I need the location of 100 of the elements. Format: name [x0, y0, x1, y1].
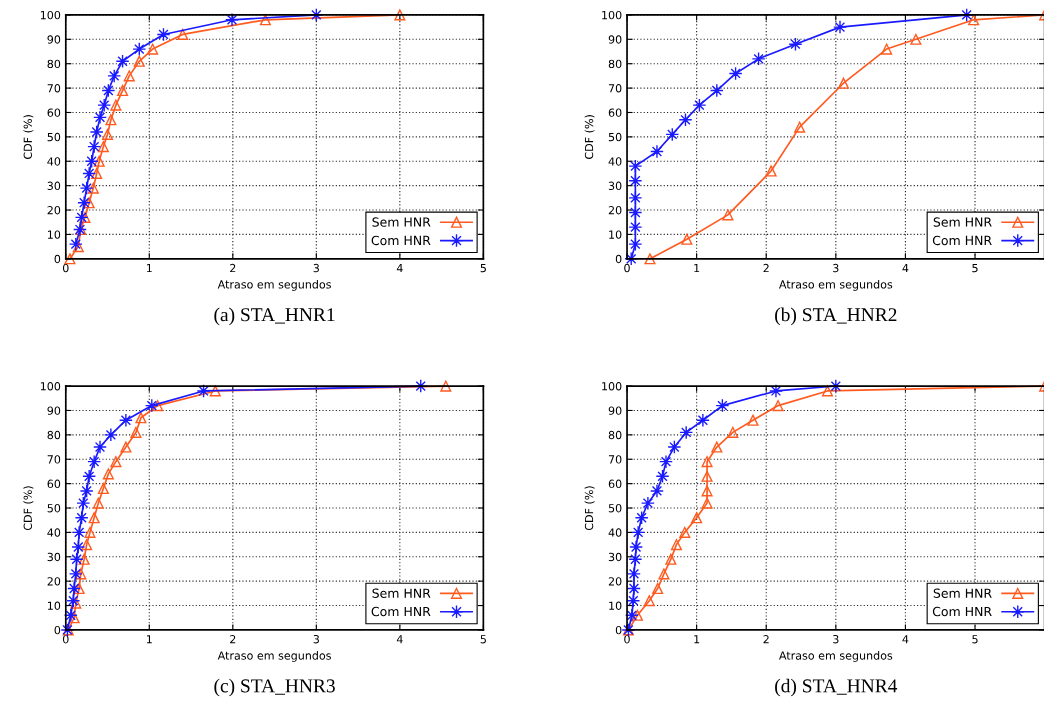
point	[821, 385, 834, 397]
y-tick-label: 30	[47, 181, 61, 191]
point	[120, 441, 132, 453]
point	[87, 454, 102, 469]
point	[152, 400, 164, 412]
y-tick-label: 50	[608, 503, 622, 513]
point	[722, 209, 734, 221]
x-tick-label: 4	[396, 264, 403, 273]
point	[84, 526, 96, 538]
x-tick-label: 1	[146, 264, 152, 273]
point	[132, 42, 147, 57]
y-tick-label: 80	[608, 59, 622, 69]
y-tick-label: 10	[47, 601, 61, 610]
x-axis-title: Atraso em segundos	[778, 279, 893, 291]
point	[837, 77, 850, 89]
point	[79, 483, 94, 498]
point	[765, 165, 777, 177]
point	[747, 414, 759, 426]
point	[681, 233, 693, 245]
y-axis-title: CDF (%)	[23, 486, 34, 531]
point	[772, 400, 784, 412]
y-tick-label: 0	[615, 254, 622, 264]
y-tick-label: 80	[47, 59, 61, 69]
x-tick-label: 0	[624, 635, 630, 644]
text: (c) STA_HNR3	[214, 678, 335, 697]
y-tick-label: 60	[47, 108, 61, 117]
y-tick-label: 10	[609, 230, 622, 239]
y-tick-label: 60	[608, 479, 622, 488]
point	[881, 43, 893, 55]
point	[177, 28, 189, 40]
x-tick-label: 5	[972, 635, 978, 644]
point	[650, 483, 664, 498]
y-tick-label: 40	[47, 528, 61, 537]
point	[701, 470, 713, 482]
point	[652, 582, 664, 595]
point	[692, 98, 707, 113]
point	[79, 211, 91, 223]
point	[627, 566, 641, 581]
x-tick-label: 1	[694, 635, 700, 644]
x-tick-label: 2	[763, 635, 769, 644]
y-tick-label: 70	[608, 84, 622, 93]
point	[82, 469, 97, 484]
x-tick-label: 0	[62, 263, 69, 273]
point	[628, 159, 643, 174]
legend-label: Com HNR	[371, 606, 431, 617]
x-tick-label: 3	[833, 635, 839, 644]
y-tick-label: 100	[40, 10, 61, 20]
legend-label: Com HNR	[371, 235, 431, 246]
point	[667, 440, 682, 454]
point	[117, 84, 129, 97]
point	[72, 525, 87, 540]
point	[87, 139, 102, 154]
point	[650, 144, 664, 159]
y-tick-label: 0	[54, 254, 61, 264]
point	[659, 454, 673, 469]
y-tick-label: 20	[608, 206, 622, 215]
x-tick-label: 5	[480, 635, 486, 644]
text: (b) STA_HNR2	[775, 307, 897, 326]
point	[629, 540, 644, 554]
point	[640, 496, 655, 511]
y-axis-title: CDF (%)	[23, 115, 34, 159]
legend-label: Sem HNR	[933, 217, 992, 227]
point	[691, 512, 703, 524]
text: (d) STA_HNR4	[775, 678, 898, 697]
y-tick-label: 70	[47, 84, 61, 93]
point	[701, 485, 713, 497]
y-axis-title: CDF (%)	[584, 486, 595, 531]
point	[644, 253, 656, 265]
y-tick-label: 20	[47, 206, 61, 215]
x-tick-label: 0	[62, 635, 69, 644]
point	[71, 540, 86, 554]
y-tick-label: 30	[608, 181, 622, 191]
y-tick-label: 20	[47, 577, 61, 586]
x-tick-label: 0	[624, 263, 630, 273]
x-tick-label: 5	[972, 264, 978, 273]
point	[631, 525, 646, 540]
y-tick-label: 50	[47, 132, 61, 142]
point	[102, 468, 114, 480]
y-tick-label: 70	[608, 455, 622, 464]
x-tick-label: 1	[146, 635, 152, 644]
point	[101, 128, 114, 140]
legend-label: Com HNR	[932, 606, 992, 617]
point	[711, 441, 723, 453]
point	[77, 195, 92, 210]
point	[93, 110, 107, 125]
point	[135, 412, 147, 424]
x-tick-label: 3	[313, 635, 319, 644]
point	[259, 14, 271, 26]
point	[73, 582, 85, 595]
point	[133, 55, 145, 67]
y-tick-label: 90	[608, 35, 622, 44]
point	[72, 241, 84, 253]
y-tick-label: 40	[608, 157, 622, 166]
x-tick-label: 2	[763, 263, 769, 273]
y-tick-label: 100	[40, 382, 61, 391]
point	[93, 155, 105, 167]
point	[631, 609, 644, 621]
point	[751, 51, 766, 66]
point	[67, 581, 82, 596]
point	[440, 380, 452, 392]
